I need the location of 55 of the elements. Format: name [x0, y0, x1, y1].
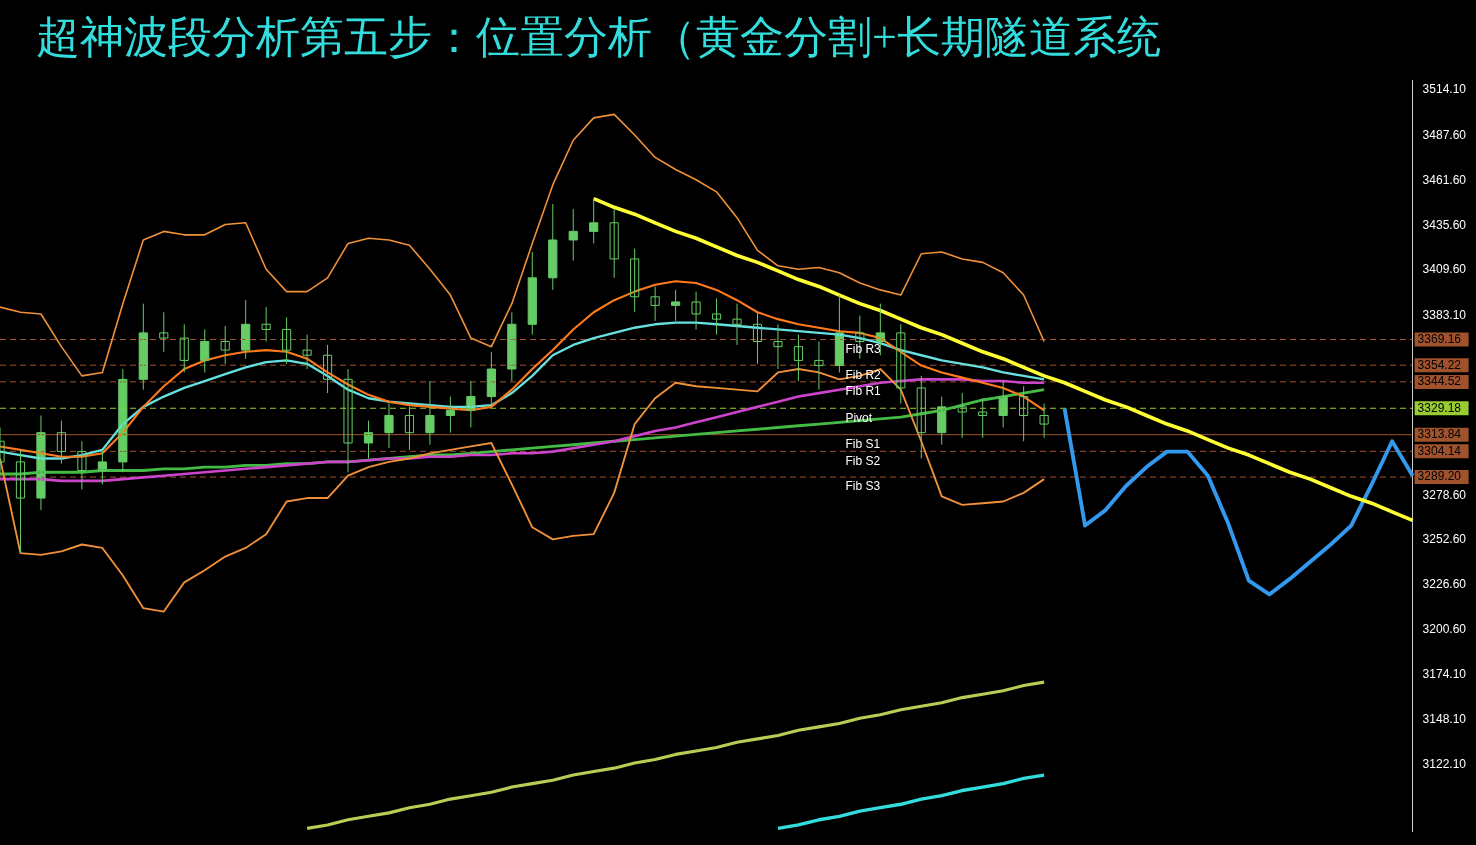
candlestick [793, 334, 804, 382]
text: 3304.14 [1417, 443, 1462, 458]
candlestick [56, 420, 67, 465]
ref-line-label: Fib S1 [845, 436, 881, 451]
candlestick [732, 303, 742, 346]
candlestick [343, 368, 353, 473]
candlestick [814, 341, 824, 391]
candlestick [159, 311, 169, 353]
text: 3329.18 [1417, 400, 1462, 415]
text: 3369.16 [1417, 331, 1462, 346]
y-tick-label: 3226.60 [1422, 577, 1467, 592]
chart-title: 超神波段分析第五步：位置分析（黄金分割+长期隧道系统 [36, 12, 1161, 64]
candlestick [650, 285, 660, 322]
candlestick [404, 406, 415, 451]
text: 3289.20 [1417, 469, 1462, 484]
candlestick [179, 323, 189, 373]
candlestick [896, 323, 906, 404]
text: 3344.52 [1417, 374, 1462, 389]
ref-line-label: Fib S3 [845, 479, 881, 494]
ref-line-label: Fib R1 [845, 384, 882, 399]
candlestick [15, 449, 26, 554]
candlestick [1039, 402, 1049, 439]
text: 3354.22 [1417, 357, 1462, 372]
candlestick [773, 323, 783, 370]
y-tick-label: 3383.10 [1422, 307, 1467, 322]
candlestick [978, 397, 988, 439]
y-tick-label: 3174.10 [1422, 667, 1467, 682]
candlestick [36, 414, 46, 511]
candlestick [957, 392, 967, 439]
candlestick [302, 334, 312, 370]
ref-line-label: Fib R3 [845, 341, 882, 356]
candlestick [711, 297, 722, 336]
y-tick-label: 3461.60 [1422, 172, 1467, 187]
y-tick-label: 3200.60 [1422, 621, 1467, 636]
candlestick [916, 375, 926, 459]
y-tick-label: 3122.10 [1422, 756, 1467, 771]
candlestick [630, 248, 640, 313]
candlestick [691, 291, 701, 330]
candlestick [220, 325, 230, 365]
y-tick-label: 3487.60 [1422, 128, 1467, 143]
y-tick-label: 3514.10 [1422, 82, 1467, 97]
candlestick [282, 316, 292, 365]
candlestick [322, 344, 333, 394]
text: 3313.84 [1417, 426, 1462, 441]
y-tick-label: 3409.60 [1422, 262, 1467, 277]
y-tick-label: 3435.60 [1422, 217, 1467, 232]
ref-line-label: Fib S2 [845, 453, 881, 468]
y-tick-label: 3148.10 [1422, 712, 1467, 727]
y-tick-label: 3278.60 [1422, 487, 1467, 502]
candlestick [609, 208, 619, 279]
candlestick [752, 311, 763, 365]
candlestick [77, 440, 87, 490]
y-tick-label: 3252.60 [1422, 532, 1467, 547]
candlestick [1019, 385, 1029, 442]
candlestick [261, 306, 271, 342]
